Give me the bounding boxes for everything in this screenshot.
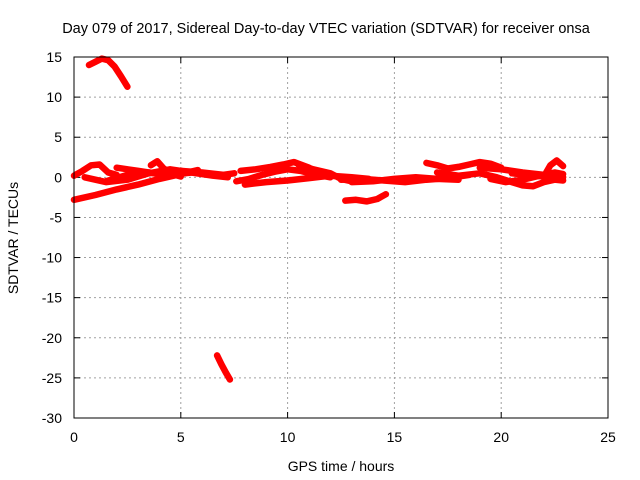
y-tick-label: -15 [42,290,62,306]
series-arc-l [423,158,505,172]
y-tick-label: 0 [54,169,62,185]
x-tick-label: 0 [70,429,78,445]
x-tick-label: 25 [600,429,616,445]
series-arc-e [147,158,185,180]
y-tick-label: -20 [42,330,62,346]
series-arc-a [70,161,120,179]
series-arc-m [433,169,567,190]
data-traces [70,55,567,383]
y-tick-label: 5 [54,129,62,145]
y-tick-label: -5 [50,209,63,225]
x-axis-label: GPS time / hours [288,458,395,474]
y-tick-label: 15 [46,49,62,65]
x-tick-label: 10 [280,429,296,445]
y-tick-label: -30 [42,410,62,426]
y-tick-label: 10 [46,89,62,105]
series-arc-p [487,169,567,186]
series-arc-d [113,164,238,179]
y-axis-label: SDTVAR / TECUs [5,182,21,294]
x-tick-label: 5 [177,429,185,445]
plot-frame [73,56,609,419]
axis-ticks: 0 5 10 15 20 25 15 10 5 0 -5 -10 -15 -20 -25 -30 [42,49,616,445]
grid-lines [74,57,608,418]
chart-title: Day 079 of 2017, Sidereal Day-to-day VTE… [62,21,591,37]
series-arc-neg3 [342,190,390,205]
series-arc-bottom [213,352,234,383]
y-tick-label: -10 [42,250,62,266]
x-tick-label: 20 [493,429,509,445]
y-tick-label: -25 [42,370,62,386]
series-arc-k [348,174,462,186]
series-arc-top [85,55,131,90]
x-tick-label: 15 [387,429,403,445]
series-arc-f [233,166,334,185]
